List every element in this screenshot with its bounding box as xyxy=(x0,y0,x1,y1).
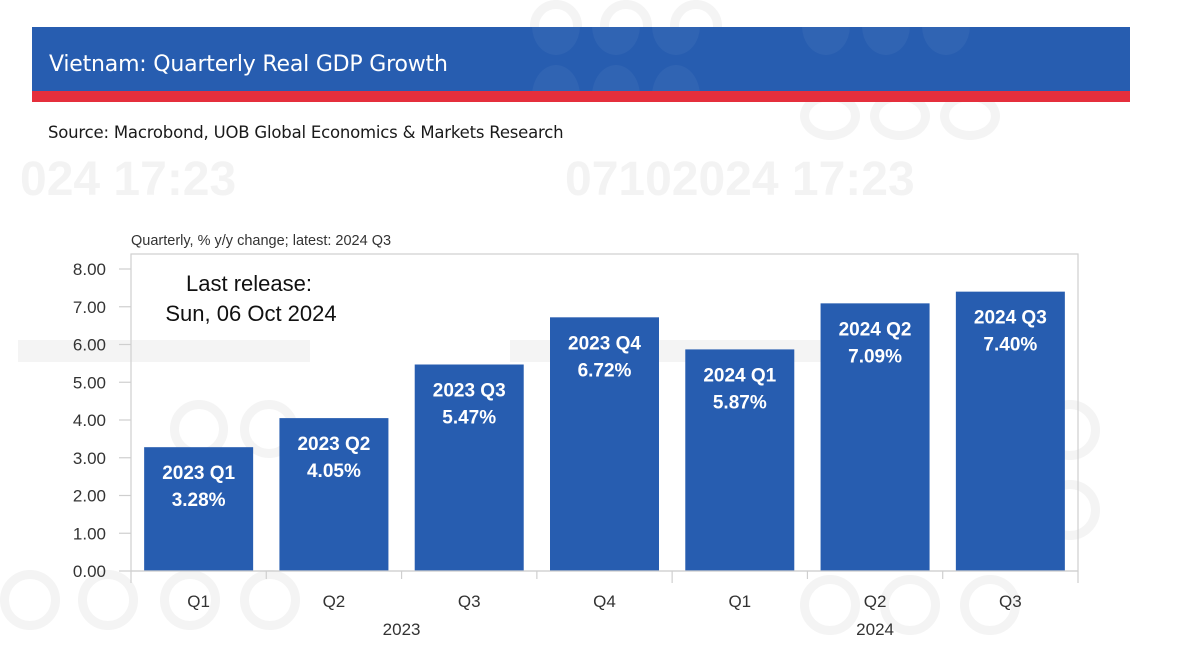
chart-title: Vietnam: Quarterly Real GDP Growth xyxy=(49,52,448,77)
y-axis: 0.00 1.00 2.00 3.00 4.00 5.00 6.00 7.00 8.00 xyxy=(73,260,131,581)
bar-label-period: 2023 Q2 xyxy=(297,434,370,455)
bar-0 xyxy=(144,447,254,571)
x-group-label: 2024 xyxy=(856,620,894,639)
bar-label-period: 2024 Q2 xyxy=(839,319,912,340)
x-tick-label: Q1 xyxy=(728,592,751,611)
bar-label-value: 5.47% xyxy=(442,408,496,429)
x-tick-label: Q3 xyxy=(999,592,1022,611)
x-tick-label: Q2 xyxy=(864,592,887,611)
annotation-line-1: Last release: xyxy=(186,271,312,296)
y-tick-label: 8.00 xyxy=(73,260,106,279)
bar-label-period: 2023 Q4 xyxy=(568,333,641,354)
x-tick-label: Q3 xyxy=(458,592,481,611)
annotation-line-2: Sun, 06 Oct 2024 xyxy=(165,301,336,326)
x-tick-label: Q2 xyxy=(323,592,346,611)
chart-subtitle: Quarterly, % y/y change; latest: 2024 Q3 xyxy=(131,233,391,249)
bar-label-period: 2024 Q1 xyxy=(703,365,776,386)
bar-3 xyxy=(550,317,659,571)
bar-label-value: 4.05% xyxy=(307,461,361,482)
bar-5 xyxy=(820,303,930,571)
x-group-label: 2023 xyxy=(383,620,421,639)
x-tick-label: Q1 xyxy=(187,592,210,611)
y-tick-label: 3.00 xyxy=(73,449,106,468)
y-tick-label: 5.00 xyxy=(73,373,106,392)
bar-6 xyxy=(955,291,1065,571)
y-tick-label: 0.00 xyxy=(73,562,106,581)
y-tick-label: 2.00 xyxy=(73,487,106,506)
x-axis: Q1 Q2 Q3 Q4 Q1 Q2 Q3 2023 2024 xyxy=(130,570,1079,639)
bar-label-value: 3.28% xyxy=(172,490,226,511)
banner-red-stripe xyxy=(32,91,1130,102)
bar-2 xyxy=(414,364,524,571)
bar-label-period: 2023 Q1 xyxy=(162,463,235,484)
bar-label-value: 7.40% xyxy=(983,335,1037,356)
y-tick-label: 4.00 xyxy=(73,411,106,430)
bars: 2023 Q1 3.28% 2023 Q2 4.05% 2023 Q3 5.47% 2023… xyxy=(144,291,1065,571)
bar-label-value: 5.87% xyxy=(713,392,767,413)
bar-label-value: 7.09% xyxy=(848,346,902,367)
y-tick-label: 7.00 xyxy=(73,298,106,317)
x-tick-label: Q4 xyxy=(593,592,616,611)
bar-label-period: 2024 Q3 xyxy=(974,308,1047,329)
bar-4 xyxy=(685,349,795,571)
last-release-annotation: Last release: Sun, 06 Oct 2024 xyxy=(165,271,336,326)
y-tick-label: 6.00 xyxy=(73,336,106,355)
source-note: Source: Macrobond, UOB Global Economics … xyxy=(48,123,564,142)
bar-label-period: 2023 Q3 xyxy=(433,381,506,402)
bar-label-value: 6.72% xyxy=(578,360,632,381)
y-tick-label: 1.00 xyxy=(73,524,106,543)
